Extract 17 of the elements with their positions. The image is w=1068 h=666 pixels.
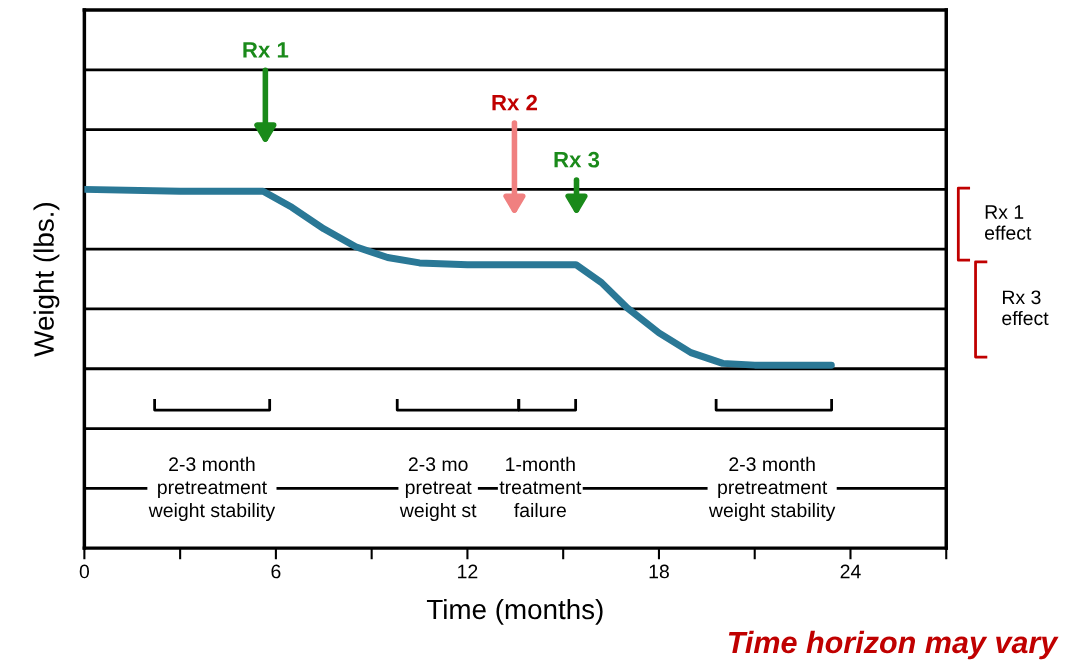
text: Time horizon may vary xyxy=(728,630,1059,660)
text: Rx 1 effect xyxy=(985,205,1032,240)
annotation: 2-3 month pretreatment weight stability xyxy=(708,456,836,522)
text: Rx 3 effect xyxy=(1002,290,1049,326)
annotation: 1-month treatment failure xyxy=(499,456,582,518)
x-tick-label: 18 xyxy=(649,564,669,579)
text: Rx 2 xyxy=(492,94,538,111)
annotation: 2-3 month pretreatment weight stability xyxy=(148,456,276,522)
x-tick-label: 0 xyxy=(79,564,90,579)
y-axis-title: Weight (lbs.) xyxy=(33,203,60,357)
text: Rx 3 xyxy=(554,151,600,168)
x-tick-label: 24 xyxy=(840,564,861,579)
x-tick-label: 6 xyxy=(271,564,281,579)
x-axis-title: Time (months) xyxy=(426,598,603,625)
text: Rx 1 xyxy=(243,42,289,58)
x-tick-label: 12 xyxy=(458,564,478,579)
annotation: 2-3 mo pretreat weight st xyxy=(399,457,477,522)
